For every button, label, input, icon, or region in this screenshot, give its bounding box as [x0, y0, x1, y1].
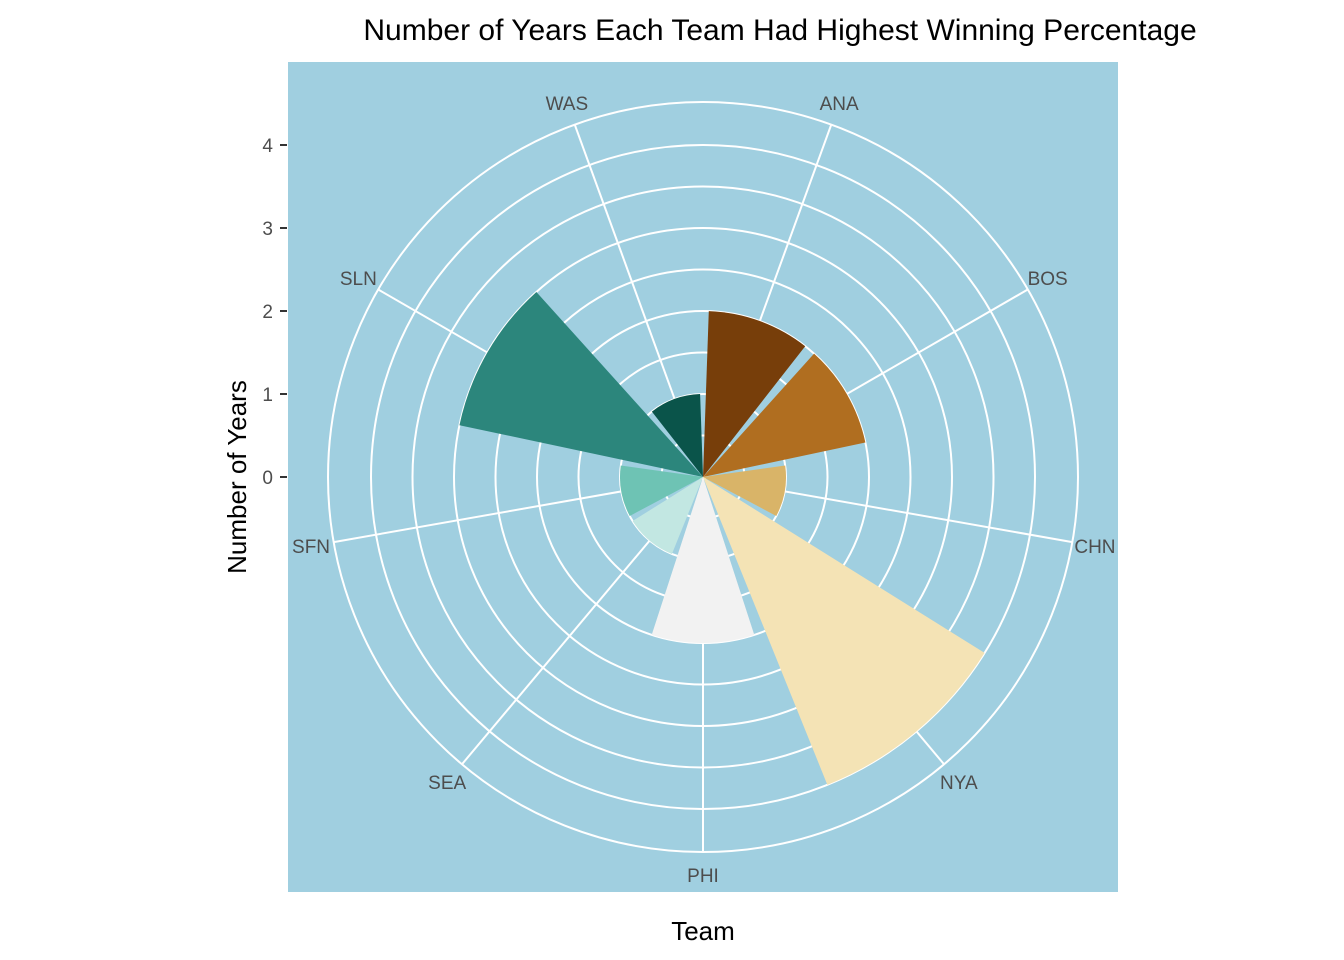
category-labels: ANA BOS CHN NYA PHI SEA SFN SLN WAS [292, 94, 1115, 887]
bar-was [651, 394, 703, 477]
x-axis-title: Team [671, 916, 735, 946]
bar-phi [651, 477, 755, 643]
category-label: ANA [820, 94, 859, 115]
y-tick-label: 0 [262, 468, 273, 489]
y-tick-label: 3 [262, 219, 273, 240]
bar-sln [459, 291, 703, 477]
bar-bos [703, 353, 866, 477]
category-label: NYA [940, 773, 978, 794]
y-tick-label: 2 [262, 302, 273, 323]
bar-wedges [459, 291, 985, 785]
y-tick-label: 1 [262, 385, 273, 406]
category-label: SFN [292, 537, 330, 558]
y-axis: 0 1 2 3 4 [262, 136, 287, 489]
y-tick-label: 4 [262, 136, 273, 157]
category-label: PHI [687, 866, 719, 887]
category-label: WAS [546, 94, 589, 115]
chart-title: Number of Years Each Team Had Highest Wi… [363, 14, 1196, 47]
bar-chn [703, 465, 786, 516]
category-label: SEA [428, 773, 466, 794]
bar-sea [632, 477, 703, 554]
category-label: SLN [340, 269, 377, 290]
bar-ana [703, 311, 806, 477]
category-label: BOS [1028, 269, 1068, 290]
category-label: CHN [1074, 537, 1115, 558]
bar-sfn [620, 465, 703, 516]
y-axis-title: Number of Years [222, 380, 252, 574]
bar-nya [703, 477, 985, 785]
